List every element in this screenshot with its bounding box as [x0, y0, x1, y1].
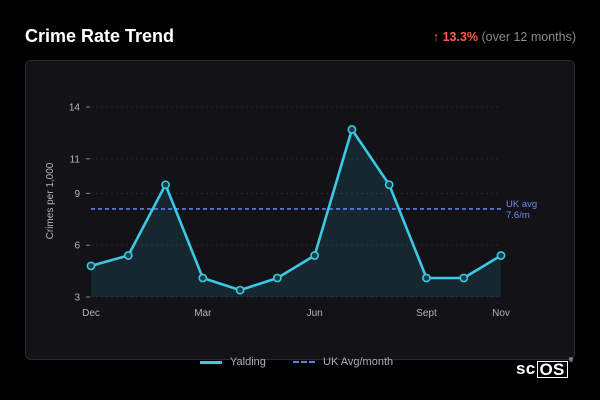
data-point: [459, 273, 469, 283]
legend-swatch-solid: [200, 360, 222, 364]
series-line-group: [90, 128, 502, 292]
data-point: [422, 273, 431, 283]
change-percent: 13.3%: [442, 30, 479, 44]
data-point: [161, 180, 170, 190]
reference-label-line1: UK avg: [506, 199, 537, 210]
x-tick-label: Jun: [307, 308, 323, 319]
series-line: [90, 128, 502, 292]
chart-legend: Yalding UK Avg/month: [0, 356, 600, 370]
data-point: [272, 273, 282, 283]
legend-label-series: Yalding: [230, 356, 266, 368]
data-point: [310, 251, 320, 260]
logo-boxed-text: OS: [536, 360, 568, 378]
data-point: [86, 261, 96, 271]
data-point: [123, 251, 133, 260]
trend-change: ↑ 13.3% (over 12 months): [433, 30, 576, 44]
y-tick-label: 3: [74, 293, 80, 304]
y-tick-label: 6: [74, 241, 80, 252]
y-tick-label: 9: [74, 189, 80, 200]
data-point: [384, 180, 394, 190]
reference-label-line2: 7.6/m: [506, 210, 530, 221]
data-point: [235, 285, 245, 295]
legend-item-series: Yalding: [200, 356, 266, 368]
legend-swatch-dashed: [293, 361, 315, 363]
chart-title: Crime Rate Trend: [25, 26, 175, 46]
chart-card: [25, 60, 575, 360]
data-point: [198, 273, 208, 283]
grid-lines: [91, 106, 501, 298]
x-tick-label: Mar: [194, 308, 212, 319]
data-point: [496, 251, 506, 260]
legend-item-reference: UK Avg/month: [293, 356, 393, 368]
y-tick-label: 11: [70, 154, 81, 165]
y-axis-title: Crimes per 1,000: [45, 162, 56, 239]
registered-mark: ®: [568, 358, 574, 364]
x-tick-label: Dec: [82, 308, 100, 319]
data-points: [86, 125, 506, 295]
series-area: [91, 129, 501, 297]
area-fill: [91, 129, 501, 297]
x-tick-label: Sept: [416, 308, 437, 319]
change-period: (over 12 months): [481, 30, 576, 44]
y-axis-ticks: 3 6 9 11 14: [69, 103, 90, 304]
x-tick-label: Nov: [492, 308, 510, 319]
logo-prefix: sc: [516, 359, 536, 378]
x-axis-ticks: Dec Mar Jun Sept Nov: [82, 308, 510, 319]
y-tick-label: 14: [69, 103, 81, 114]
brand-logo: sc OS ®: [516, 358, 574, 379]
legend-label-reference: UK Avg/month: [323, 356, 394, 368]
up-arrow-icon: ↑: [432, 30, 440, 44]
data-point: [347, 125, 357, 134]
